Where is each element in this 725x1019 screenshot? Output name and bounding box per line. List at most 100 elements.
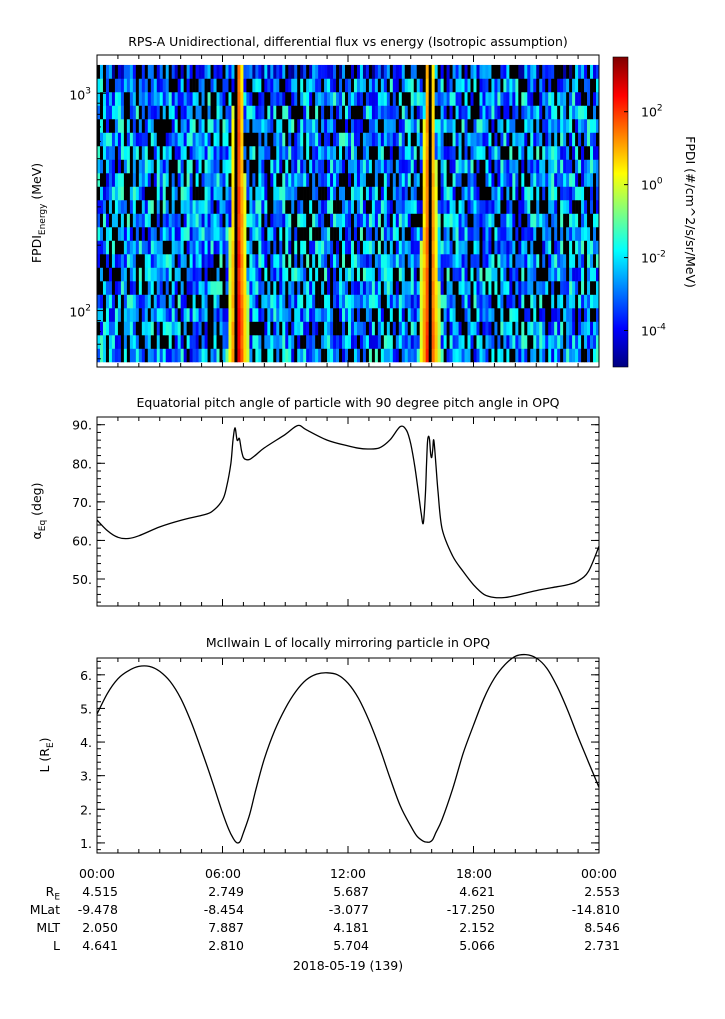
spectrogram-cell [213, 253, 217, 268]
spectrogram-cell [255, 145, 259, 160]
spectrogram-cell [365, 132, 370, 147]
ephemeris-value: -3.077 [328, 902, 369, 917]
spectrogram-cell [141, 145, 146, 160]
spectrogram-cell [285, 294, 289, 309]
spectrogram-cell [443, 199, 447, 214]
spectrogram-cell [348, 91, 352, 106]
spectrogram-cell [446, 253, 450, 268]
spectrogram-cell [126, 145, 131, 160]
spectrogram-cell [566, 78, 570, 93]
spectrogram-cell [413, 294, 418, 309]
spectrogram-cell [473, 267, 477, 282]
spectrogram-cell [572, 172, 576, 187]
spectrogram-cell [249, 253, 253, 268]
spectrogram-cell [383, 199, 388, 214]
spectrogram-cell [572, 199, 576, 214]
spectrogram-cell [398, 145, 403, 160]
spectrogram-cell [362, 253, 367, 268]
spectrogram-cell [512, 159, 516, 174]
spectrogram-cell [129, 280, 134, 295]
spectrogram-cell [509, 334, 513, 349]
spectrogram-cell [192, 145, 196, 160]
spectrogram-cell [228, 199, 232, 214]
spectrogram-cell [383, 334, 388, 349]
spectrogram-cell [566, 186, 570, 201]
spectrogram-cell [587, 240, 591, 255]
spectrogram-cell [566, 334, 570, 349]
spectrogram-cell [198, 213, 202, 228]
spectrogram-cell [144, 294, 149, 309]
spectrogram-cell [324, 307, 328, 322]
ephemeris-value: 4.641 [82, 938, 118, 953]
spectrogram-cell [482, 253, 486, 268]
spectrogram-cell [321, 267, 325, 282]
spectrogram-cell [294, 159, 298, 174]
spectrogram-cell [315, 172, 319, 187]
spectrogram-cell [126, 334, 131, 349]
spectrogram-cell [228, 172, 232, 187]
spectrogram-cell [476, 294, 480, 309]
spectrogram-cell [147, 132, 152, 147]
spectrogram-cell [482, 64, 486, 79]
spectrogram-cell [195, 334, 199, 349]
spectrogram-cell [156, 226, 161, 241]
spectrogram-cell [285, 307, 289, 322]
spectrogram-cell [327, 91, 331, 106]
spectrogram-cell [452, 321, 456, 336]
spectrogram-cell [563, 186, 567, 201]
spectrogram-cell [102, 321, 107, 336]
spectrogram-cell [392, 118, 397, 133]
spectrogram-cell [111, 321, 116, 336]
spectrogram-cell [330, 294, 334, 309]
spectrogram-cell [97, 307, 101, 322]
spectrogram-cell [183, 91, 187, 106]
spectrogram-cell [557, 159, 561, 174]
spectrogram-cell [273, 334, 277, 349]
spectrogram-cell [153, 64, 158, 79]
spectrogram-cell [195, 294, 199, 309]
spectrogram-cell [291, 321, 295, 336]
spectrogram-cell [144, 321, 149, 336]
spectrogram-cell [581, 321, 585, 336]
spectrogram-cell [132, 105, 137, 120]
spectrogram-cell [509, 199, 513, 214]
spectrogram-cell [174, 253, 178, 268]
spectrogram-cell [156, 267, 161, 282]
spectrogram-cell [183, 105, 187, 120]
spectrogram-cell [491, 321, 495, 336]
spectrogram-cell [237, 172, 241, 187]
spectrogram-cell [222, 253, 226, 268]
spectrogram-cell [345, 145, 349, 160]
spectrogram-cell [569, 78, 573, 93]
spectrogram-cell [318, 334, 322, 349]
spectrogram-cell [503, 118, 507, 133]
spectrogram-cell [246, 199, 250, 214]
spectrogram-cell [285, 199, 289, 214]
spectrogram-cell [476, 64, 480, 79]
spectrogram-cell [348, 280, 352, 295]
spectrogram-cell [356, 78, 361, 93]
spectrogram-cell [350, 307, 355, 322]
spectrogram-cell [545, 91, 549, 106]
spectrogram-cell [458, 348, 462, 363]
spectrogram-cell [482, 78, 486, 93]
spectrogram-cell [138, 334, 143, 349]
spectrogram-cell [464, 159, 468, 174]
spectrogram-cell [437, 91, 441, 106]
spectrogram-y-axis-label: FPDIEnergy (MeV) [29, 163, 48, 263]
spectrogram-cell [138, 213, 143, 228]
spectrogram-cell [425, 105, 429, 120]
spectrogram-cell [249, 91, 253, 106]
spectrogram-cell [231, 280, 235, 295]
spectrogram-cell [165, 213, 170, 228]
spectrogram-cell [470, 91, 474, 106]
spectrogram-cell [180, 348, 184, 363]
spectrogram-cell [359, 321, 364, 336]
spectrogram-cell [315, 226, 319, 241]
spectrogram-cell [401, 64, 406, 79]
spectrogram-cell [342, 226, 346, 241]
spectrogram-cell [440, 240, 444, 255]
spectrogram-cell [120, 321, 125, 336]
spectrogram-cell [150, 213, 155, 228]
